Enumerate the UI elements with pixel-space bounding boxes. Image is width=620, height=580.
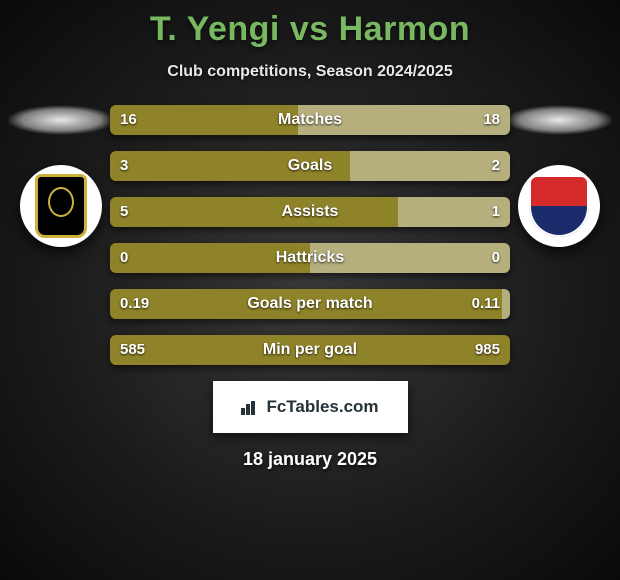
stat-value-right: 2 [492,151,500,181]
vs-text: vs [290,10,329,48]
ross-county-crest-icon [529,175,589,237]
stat-row: Matches16 18 [110,105,510,135]
stat-value-right: 18 [483,105,500,135]
stat-row: Goals per match0.19 0.11 [110,289,510,319]
stat-value-left: 0.19 [120,289,149,319]
brand-footer-box: FcTables.com [213,381,408,433]
stat-value-right: 985 [475,335,500,365]
stat-label: Assists [110,197,510,227]
stat-value-left: 0 [120,243,128,273]
right-shadow-ellipse [504,105,614,135]
stat-value-left: 585 [120,335,145,365]
stat-row: Goals3 2 [110,151,510,181]
stat-value-right: 0.11 [472,289,500,319]
comparison-title: T. Yengi vs Harmon [0,0,620,49]
stat-label: Matches [110,105,510,135]
stat-label: Goals per match [110,289,510,319]
stat-row: Min per goal585 985 [110,335,510,365]
fctables-logo-icon [241,399,261,415]
brand-text: FcTables.com [266,397,378,417]
stat-value-right: 0 [492,243,500,273]
stat-value-left: 5 [120,197,128,227]
stat-value-left: 3 [120,151,128,181]
left-club-badge [20,165,102,247]
stat-value-left: 16 [120,105,137,135]
snapshot-date: 18 january 2025 [0,449,620,470]
stat-row: Assists5 1 [110,197,510,227]
stat-label: Goals [110,151,510,181]
stat-label: Min per goal [110,335,510,365]
comparison-arena: Matches16 18 Goals3 2 Assists5 1 Hattricks0 0 Go… [0,105,620,365]
season-subtitle: Club competitions, Season 2024/2025 [0,63,620,81]
stat-row: Hattricks0 0 [110,243,510,273]
left-shadow-ellipse [6,105,116,135]
stat-label: Hattricks [110,243,510,273]
stats-container: Matches16 18 Goals3 2 Assists5 1 Hattricks0 0 Go… [110,105,510,365]
right-club-badge [518,165,600,247]
stat-value-right: 1 [492,197,500,227]
player-left-name: T. Yengi [150,10,280,48]
player-right-name: Harmon [339,10,470,48]
livingston-crest-icon [35,174,87,238]
